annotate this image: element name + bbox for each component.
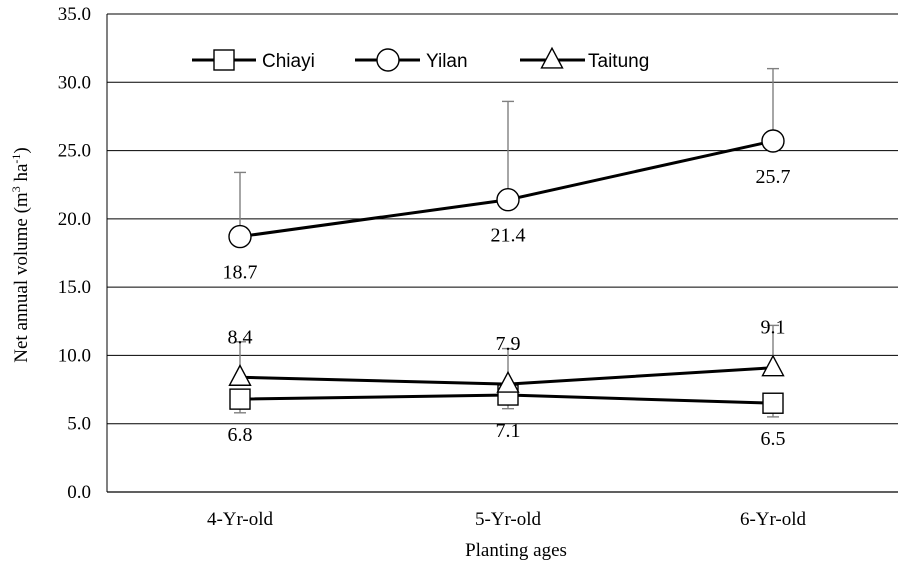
data-label: 9.1 <box>761 317 786 339</box>
data-point-triangle <box>228 364 252 386</box>
legend-label: Yilan <box>426 51 468 72</box>
x-tick-label: 4-Yr-old <box>207 509 274 530</box>
data-label: 25.7 <box>756 166 791 188</box>
y-tick-label: 15.0 <box>58 277 91 298</box>
legend-label: Taitung <box>588 51 649 72</box>
y-axis-title-sup1: 3 <box>9 186 23 192</box>
x-axis-ticks: 4-Yr-old 5-Yr-old 6-Yr-old <box>207 509 807 530</box>
y-tick-label: 35.0 <box>58 4 91 25</box>
series-markers <box>228 129 785 414</box>
data-point-triangle <box>540 46 564 69</box>
data-point-circle <box>228 224 252 249</box>
data-point-square <box>229 388 251 410</box>
grid-lines <box>106 13 898 493</box>
x-tick-label: 5-Yr-old <box>475 509 542 530</box>
y-tick-label: 5.0 <box>67 414 91 435</box>
data-label: 7.1 <box>496 420 521 442</box>
data-labels: 6.8 7.1 6.5 18.7 21.4 25.7 8.4 7.9 9.1 <box>223 166 791 450</box>
data-point-square <box>213 49 235 71</box>
x-axis-title: Planting ages <box>465 540 567 561</box>
data-point-circle <box>496 188 520 212</box>
y-tick-label: 20.0 <box>58 209 91 230</box>
data-label: 7.9 <box>496 333 521 355</box>
y-axis-ticks: 0.0 5.0 10.0 15.0 20.0 25.0 30.0 35.0 <box>58 4 91 503</box>
data-point-circle <box>761 129 785 153</box>
y-tick-label: 10.0 <box>58 345 91 366</box>
y-tick-label: 30.0 <box>58 72 91 93</box>
data-label: 6.8 <box>228 424 253 446</box>
data-point-circle <box>376 48 400 72</box>
y-axis-title-mid: ha <box>11 163 32 186</box>
y-axis-title: Net annual volume (m3 ha-1) <box>9 147 32 362</box>
data-point-triangle <box>761 354 785 377</box>
data-label: 6.5 <box>761 428 786 450</box>
y-tick-label: 0.0 <box>67 482 91 503</box>
y-tick-label: 25.0 <box>58 141 91 162</box>
data-label: 18.7 <box>223 262 258 284</box>
data-point-triangle <box>496 370 520 393</box>
data-label: 21.4 <box>491 225 526 247</box>
y-axis-title-end: ) <box>11 147 32 153</box>
x-tick-label: 6-Yr-old <box>740 509 807 530</box>
legend: Chiayi Yilan Taitung <box>192 46 649 72</box>
y-axis-title-main: Net annual volume (m <box>11 192 32 363</box>
y-axis-title-sup2: -1 <box>9 154 23 164</box>
legend-label: Chiayi <box>262 51 315 72</box>
series-lines <box>239 139 774 405</box>
data-point-square <box>762 392 784 414</box>
data-label: 8.4 <box>228 326 253 348</box>
